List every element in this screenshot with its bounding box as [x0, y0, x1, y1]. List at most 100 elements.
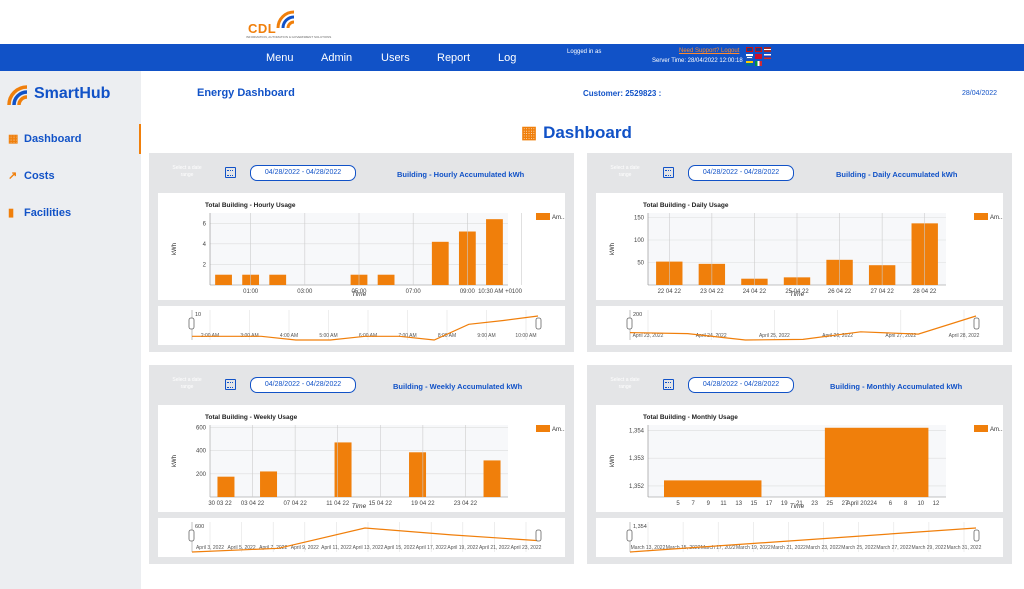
brand-name: SmartHub: [34, 85, 111, 102]
plot-background: [210, 425, 508, 497]
nav-report[interactable]: Report: [437, 52, 471, 64]
cdl-logo[interactable]: CDL INFORMATION, AUTOMATION & GOVERNMENT…: [246, 8, 331, 39]
range-tick-label: April 5, 2022: [228, 545, 256, 551]
grid-icon: ▦: [521, 123, 538, 142]
flag-denmark-icon[interactable]: [755, 54, 762, 59]
nav-log[interactable]: Log: [498, 52, 517, 64]
sidebar-item-label: Facilities: [24, 207, 72, 219]
range-trend-line: [629, 315, 977, 341]
calendar-icon[interactable]: [663, 379, 674, 390]
date-range-input[interactable]: 04/28/2022 - 04/28/2022: [250, 165, 356, 181]
x-tick-label: 4: [874, 501, 878, 507]
x-tick-label: 03:00: [297, 289, 313, 295]
range-trend-line: [192, 315, 539, 341]
range-handle-left: [188, 529, 195, 542]
range-handle-left: [626, 529, 633, 542]
range-axis-top: 1,354: [633, 524, 647, 530]
customer-id: Customer: 2529823 :: [583, 89, 662, 98]
chart-title: Total Building - Daily Usage: [643, 202, 729, 209]
flag-uk-icon-2[interactable]: [755, 47, 762, 52]
calendar-icon[interactable]: [663, 167, 674, 178]
x-tick-label: 10:30 AM +0100: [478, 289, 523, 295]
legend-swatch: [974, 213, 988, 220]
sidebar-item-facilities[interactable]: ▮ Facilities: [8, 206, 71, 219]
nav-menu[interactable]: Menu: [266, 52, 294, 64]
signal-icon: [276, 10, 295, 29]
x-tick-label: 25: [826, 501, 833, 507]
panel-monthly: Select a date range 04/28/2022 - 04/28/2…: [587, 365, 1012, 564]
panel-title: Building - Weekly Accumulated kWh: [393, 382, 523, 391]
range-handle-right: [973, 317, 980, 330]
server-time: Server Time: 28/04/2022 12:00:18: [652, 58, 743, 64]
y-tick-label: 600: [196, 425, 207, 431]
x-tick-label: 07 04 22: [283, 501, 307, 507]
range-tick-label: April 15, 2022: [384, 545, 415, 551]
date-range-input[interactable]: 04/28/2022 - 04/28/2022: [688, 377, 794, 393]
dashboard-heading-text: Dashboard: [543, 123, 632, 142]
sidebar-item-label: Dashboard: [24, 133, 82, 145]
range-selector[interactable]: 1,354 March 13, 2022 March 15, 2022 March 1…: [596, 518, 1003, 557]
bar: [217, 476, 235, 497]
x-tick-label: 07:00: [406, 289, 422, 295]
x-tick-label: 8: [904, 501, 908, 507]
range-tick-label: March 19, 2022: [736, 545, 771, 551]
calendar-icon[interactable]: [225, 379, 236, 390]
x-tick-label: 22 04 22: [658, 289, 682, 295]
range-tick-label: March 29, 2022: [912, 545, 947, 551]
grid-icon: ▦: [8, 133, 19, 145]
range-handle-right: [535, 317, 542, 330]
sidebar-item-costs[interactable]: ↗ Costs: [8, 169, 55, 182]
bar: [260, 471, 278, 497]
chart-title: Total Building - Monthly Usage: [643, 414, 738, 421]
range-tick-label: 8:00 AM: [438, 333, 456, 339]
x-tick-label: 03 04 22: [241, 501, 265, 507]
x-tick-label: 15 04 22: [369, 501, 393, 507]
range-selector[interactable]: 200 April 23, 2022 April 24, 2022 April 25,…: [596, 306, 1003, 345]
range-tick-label: April 27, 2022: [885, 333, 916, 339]
range-tick-label: March 27, 2022: [876, 545, 911, 551]
x-tick-label: 19: [781, 501, 788, 507]
flag-russia-icon[interactable]: [764, 54, 771, 59]
flag-finland-icon[interactable]: [746, 54, 753, 59]
panel-title: Building - Daily Accumulated kWh: [836, 170, 958, 179]
range-tick-label: March 31, 2022: [947, 545, 982, 551]
y-tick-label: 200: [196, 472, 207, 478]
smarthub-brand[interactable]: SmartHub: [7, 82, 137, 108]
range-tick-label: April 25, 2022: [759, 333, 790, 339]
y-axis-label: kWh: [172, 455, 178, 467]
y-tick-label: 6: [203, 221, 207, 227]
support-logout-link[interactable]: Need Support? Logout: [679, 48, 740, 54]
date-range-input[interactable]: 04/28/2022 - 04/28/2022: [688, 165, 794, 181]
y-axis-label: kWh: [610, 455, 616, 467]
y-tick-label: 1,353: [629, 456, 645, 462]
y-tick-label: 150: [634, 216, 645, 222]
range-selector[interactable]: 10 2:00 AM 3:00 AM 4:00 AM 5:00 AM 6:00 AM 7:0…: [158, 306, 565, 345]
flag-sweden-icon[interactable]: [746, 61, 753, 66]
panel-daily: Select a date range 04/28/2022 - 04/28/2…: [587, 153, 1012, 352]
bar: [269, 274, 287, 285]
x-tick-label: 28 04 22: [913, 289, 937, 295]
calendar-icon[interactable]: [225, 167, 236, 178]
select-date-range-label: Select a date range: [172, 377, 202, 390]
x-axis-label: Time: [790, 503, 805, 510]
y-tick-label: 1,352: [629, 484, 645, 490]
flag-uk-icon[interactable]: [746, 47, 753, 52]
select-date-range-label: Select a date range: [610, 377, 640, 390]
flag-latvia-icon[interactable]: [764, 47, 771, 52]
range-selector[interactable]: 600 April 3, 2022 April 5, 2022 April 7, 20…: [158, 518, 565, 557]
x-tick-label: 23: [811, 501, 818, 507]
sidebar-item-dashboard[interactable]: ▦ Dashboard: [8, 132, 81, 145]
y-tick-label: 50: [637, 261, 644, 267]
bar: [431, 241, 449, 285]
x-tick-label: 30 03 22: [208, 501, 232, 507]
chart-title: Total Building - Hourly Usage: [205, 202, 296, 209]
date-range-input[interactable]: 04/28/2022 - 04/28/2022: [250, 377, 356, 393]
legend-label: Am...: [990, 215, 1003, 221]
bar: [486, 219, 503, 285]
range-tick-label: April 13, 2022: [353, 545, 384, 551]
nav-admin[interactable]: Admin: [321, 52, 353, 64]
flag-italy-icon[interactable]: [755, 61, 762, 66]
nav-users[interactable]: Users: [381, 52, 410, 64]
x-tick-label: 11 04 22: [326, 501, 350, 507]
x-tick-label: 01:00: [243, 289, 259, 295]
